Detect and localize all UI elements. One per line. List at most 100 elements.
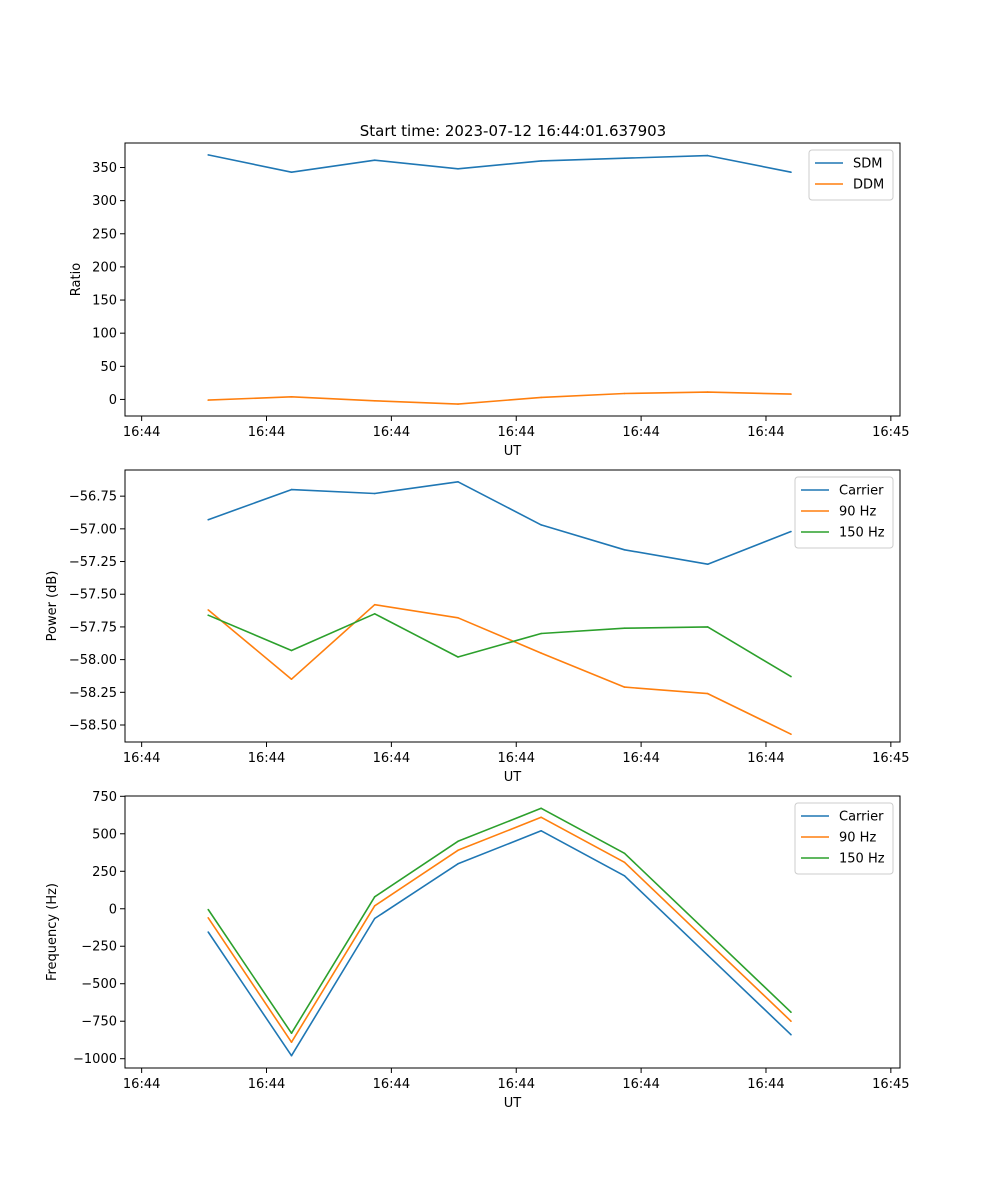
data-point bbox=[373, 400, 376, 402]
legend-label: 90 Hz bbox=[839, 831, 876, 846]
frequency-panel: −1000 −750 −500 −250 0 250 500 750 16:44 16:44 16:… bbox=[45, 790, 910, 1111]
data-point bbox=[540, 632, 542, 635]
data-point bbox=[207, 609, 209, 611]
data-point bbox=[290, 1032, 293, 1034]
x-tick-label: 16:44 bbox=[248, 1077, 285, 1092]
data-point bbox=[373, 613, 376, 615]
y-tick-label: −750 bbox=[81, 1015, 117, 1030]
y-tick-label: 500 bbox=[92, 827, 117, 842]
data-point bbox=[290, 1041, 293, 1043]
data-point bbox=[623, 852, 626, 855]
x-tick-label: 16:44 bbox=[123, 1077, 160, 1092]
data-point bbox=[540, 396, 542, 399]
data-point bbox=[373, 917, 376, 920]
series-line-ddm bbox=[208, 391, 792, 405]
data-point bbox=[790, 675, 792, 678]
x-axis-label: UT bbox=[504, 1096, 522, 1111]
data-point bbox=[706, 954, 709, 956]
data-point bbox=[207, 154, 209, 156]
data-point bbox=[457, 840, 459, 843]
x-tick-label: 16:44 bbox=[498, 751, 535, 766]
y-tick-label: −57.75 bbox=[69, 620, 117, 635]
data-point bbox=[290, 678, 293, 680]
legend-box bbox=[794, 802, 894, 875]
data-point bbox=[706, 563, 709, 565]
data-point bbox=[540, 160, 542, 162]
y-tick-label: 200 bbox=[92, 260, 117, 275]
x-tick-label: 16:45 bbox=[872, 425, 909, 440]
data-point bbox=[706, 391, 709, 393]
figure-title: Start time: 2023-07-12 16:44:01.637903 bbox=[360, 122, 666, 140]
data-point bbox=[623, 686, 626, 688]
data-point bbox=[457, 481, 459, 483]
series-line-sdm bbox=[208, 154, 792, 173]
data-point bbox=[790, 1033, 792, 1036]
y-tick-label: 0 bbox=[109, 393, 117, 408]
data-point bbox=[706, 692, 709, 695]
data-point bbox=[790, 1020, 792, 1022]
data-point bbox=[373, 159, 376, 161]
data-point bbox=[457, 403, 459, 405]
axes-frame bbox=[124, 795, 901, 1069]
y-tick-label: 350 bbox=[92, 161, 117, 176]
data-point bbox=[540, 524, 542, 526]
y-tick-label: 250 bbox=[92, 865, 117, 880]
x-tick-label: 16:44 bbox=[373, 425, 410, 440]
data-point bbox=[457, 617, 459, 619]
y-tick-label: 100 bbox=[92, 327, 117, 342]
y-tick-label: 150 bbox=[92, 294, 117, 309]
data-point bbox=[290, 1054, 293, 1057]
legend-label: 150 Hz bbox=[839, 526, 885, 541]
series-line-150-hz bbox=[207, 807, 792, 1034]
data-point bbox=[540, 807, 542, 810]
data-point bbox=[540, 816, 542, 819]
data-point bbox=[706, 626, 709, 628]
x-tick-label: 16:44 bbox=[248, 751, 285, 766]
data-point bbox=[706, 940, 709, 943]
x-tick-label: 16:44 bbox=[498, 425, 535, 440]
y-tick-label: 300 bbox=[92, 194, 117, 209]
data-point bbox=[290, 649, 293, 652]
data-point bbox=[207, 518, 209, 521]
x-tick-label: 16:44 bbox=[622, 425, 659, 440]
data-point bbox=[373, 896, 376, 898]
ratio-panel: 0 50 100 150 200 250 300 350 16:44 16:44 16:44 16:4… bbox=[69, 142, 910, 459]
data-point bbox=[540, 830, 542, 832]
data-point bbox=[207, 614, 209, 616]
series-line-carrier bbox=[207, 480, 792, 566]
legend-label: Carrier bbox=[839, 484, 884, 499]
y-tick-label: −250 bbox=[81, 940, 117, 955]
data-point bbox=[207, 917, 209, 919]
data-point bbox=[207, 908, 209, 911]
x-axis-label: UT bbox=[504, 770, 522, 785]
data-point bbox=[207, 399, 209, 401]
x-tick-label: 16:44 bbox=[373, 1077, 410, 1092]
data-point bbox=[706, 154, 709, 157]
axes-frame bbox=[124, 469, 901, 743]
y-tick-label: −57.50 bbox=[69, 588, 117, 603]
data-point bbox=[623, 875, 626, 877]
data-point bbox=[790, 171, 792, 173]
y-tick-label: −57.00 bbox=[69, 522, 117, 537]
legend-label: Carrier bbox=[839, 810, 884, 825]
data-point bbox=[540, 652, 542, 654]
y-tick-label: 0 bbox=[109, 902, 117, 917]
series-line-90-hz bbox=[207, 603, 792, 735]
data-point bbox=[790, 733, 792, 735]
x-tick-label: 16:44 bbox=[123, 425, 160, 440]
data-point bbox=[457, 168, 459, 170]
x-tick-label: 16:44 bbox=[747, 751, 784, 766]
data-point bbox=[623, 627, 626, 629]
axes-frame bbox=[124, 142, 901, 417]
x-tick-label: 16:44 bbox=[498, 1077, 535, 1092]
legend-box bbox=[794, 476, 894, 549]
data-point bbox=[623, 549, 626, 551]
power-panel: −58.50 −58.25 −58.00 −57.75 −57.50 −57.25 −57.… bbox=[45, 469, 910, 785]
legend-label: SDM bbox=[853, 157, 882, 172]
y-axis-label: Ratio bbox=[69, 263, 84, 296]
x-tick-label: 16:44 bbox=[747, 425, 784, 440]
series-line-90-hz bbox=[207, 816, 792, 1043]
x-tick-label: 16:45 bbox=[872, 751, 909, 766]
x-tick-label: 16:44 bbox=[622, 751, 659, 766]
data-point bbox=[290, 488, 293, 491]
